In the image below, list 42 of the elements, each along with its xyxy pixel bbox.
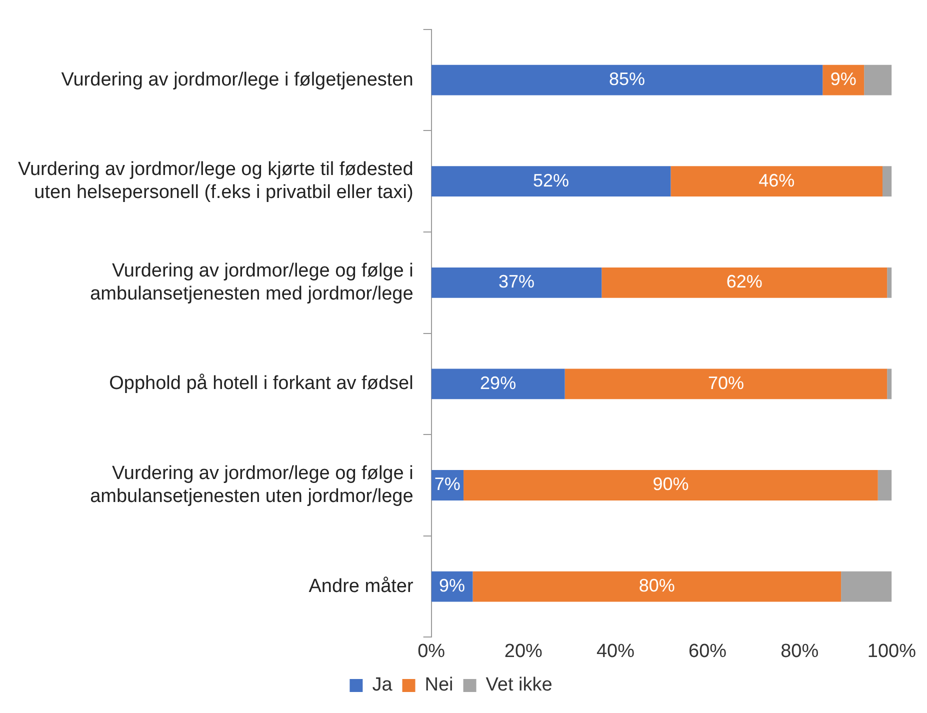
bar — [472, 571, 842, 602]
bar — [431, 166, 671, 197]
bar — [882, 166, 892, 197]
data-label: 9% — [830, 69, 856, 90]
x-tick-label: 100% — [867, 640, 916, 662]
bar — [670, 166, 882, 197]
legend-label: Ja — [372, 674, 393, 696]
bar — [431, 267, 602, 298]
y-tick-label: Vurdering av jordmor/lege og følge i ambulansetjenesten uten jordmor/lege — [90, 463, 414, 507]
bar — [464, 470, 878, 500]
bar — [431, 368, 565, 400]
legend-label: Vet ikke — [486, 674, 552, 696]
data-label: 9% — [439, 576, 466, 596]
data-label: 85% — [608, 69, 645, 90]
bar — [431, 64, 823, 96]
x-tick-label: 0% — [418, 640, 446, 662]
data-label: 7% — [434, 474, 460, 494]
x-tick-label: 80% — [780, 640, 819, 662]
y-tick-label: Vurdering av jordmor/lege i følgetjenesten — [61, 69, 414, 90]
bar — [878, 470, 892, 500]
y-tick-label: Vurdering av jordmor/lege og kjørte til fødested uten helsepersonell (f.eks i privatbil eller taxi) — [18, 159, 414, 203]
data-label: 80% — [638, 576, 675, 596]
x-tick-label: 60% — [688, 640, 727, 662]
bar — [887, 368, 892, 400]
y-tick-label: Opphold på hotell i forkant av fødsel — [109, 373, 414, 394]
data-label: 90% — [652, 474, 689, 494]
data-label: 46% — [758, 170, 795, 190]
data-label: 70% — [708, 372, 744, 393]
legend-label: Nei — [424, 674, 454, 696]
bar — [887, 267, 892, 298]
data-label: 62% — [726, 272, 762, 292]
x-tick-label: 40% — [596, 640, 635, 662]
bar — [602, 267, 888, 298]
y-tick-label: Vurdering av jordmor/lege og følge i ambulansetjenesten med jordmor/lege — [90, 260, 414, 304]
bar — [841, 571, 892, 602]
bar — [864, 64, 892, 96]
data-label: 52% — [532, 170, 570, 190]
bar — [564, 368, 888, 400]
data-label: 29% — [480, 372, 516, 393]
data-label: 37% — [498, 272, 534, 292]
x-tick-label: 20% — [504, 640, 543, 662]
y-tick-label: Andre måter — [308, 576, 414, 597]
